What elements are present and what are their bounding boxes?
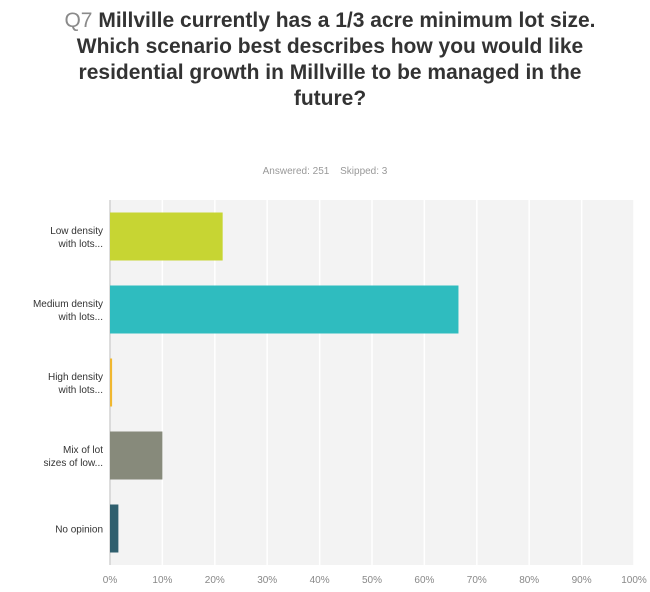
x-tick-label: 20% xyxy=(205,575,225,586)
question-title: Q7 Millville currently has a 1/3 acre mi… xyxy=(60,8,600,112)
category-label: High density with lots... xyxy=(48,372,103,396)
x-tick-label: 100% xyxy=(621,575,647,586)
x-tick-label: 40% xyxy=(310,575,330,586)
bar xyxy=(110,358,113,407)
category-label: Medium density with lots... xyxy=(33,299,103,323)
x-tick-label: 30% xyxy=(257,575,277,586)
category-label: Low density with lots... xyxy=(50,226,103,250)
category-label: No opinion xyxy=(55,525,103,536)
x-tick-label: 50% xyxy=(362,575,382,586)
skipped-count: Skipped: 3 xyxy=(340,166,388,177)
x-tick-label: 60% xyxy=(414,575,434,586)
x-tick-label: 70% xyxy=(467,575,487,586)
x-tick-label: 90% xyxy=(572,575,592,586)
category-label: Mix of lot sizes of low... xyxy=(44,445,104,469)
x-tick-label: 80% xyxy=(519,575,539,586)
bar xyxy=(110,212,223,261)
bar xyxy=(110,431,163,480)
question-text: Millville currently has a 1/3 acre minim… xyxy=(76,9,596,110)
question-number: Q7 xyxy=(64,9,93,32)
x-tick-label: 10% xyxy=(152,575,172,586)
bar xyxy=(110,285,459,334)
bar xyxy=(110,504,119,553)
x-tick-label: 0% xyxy=(103,575,118,586)
answered-count: Answered: 251 xyxy=(262,166,330,177)
response-stats: Answered: 251 Skipped: 3 xyxy=(0,166,650,177)
